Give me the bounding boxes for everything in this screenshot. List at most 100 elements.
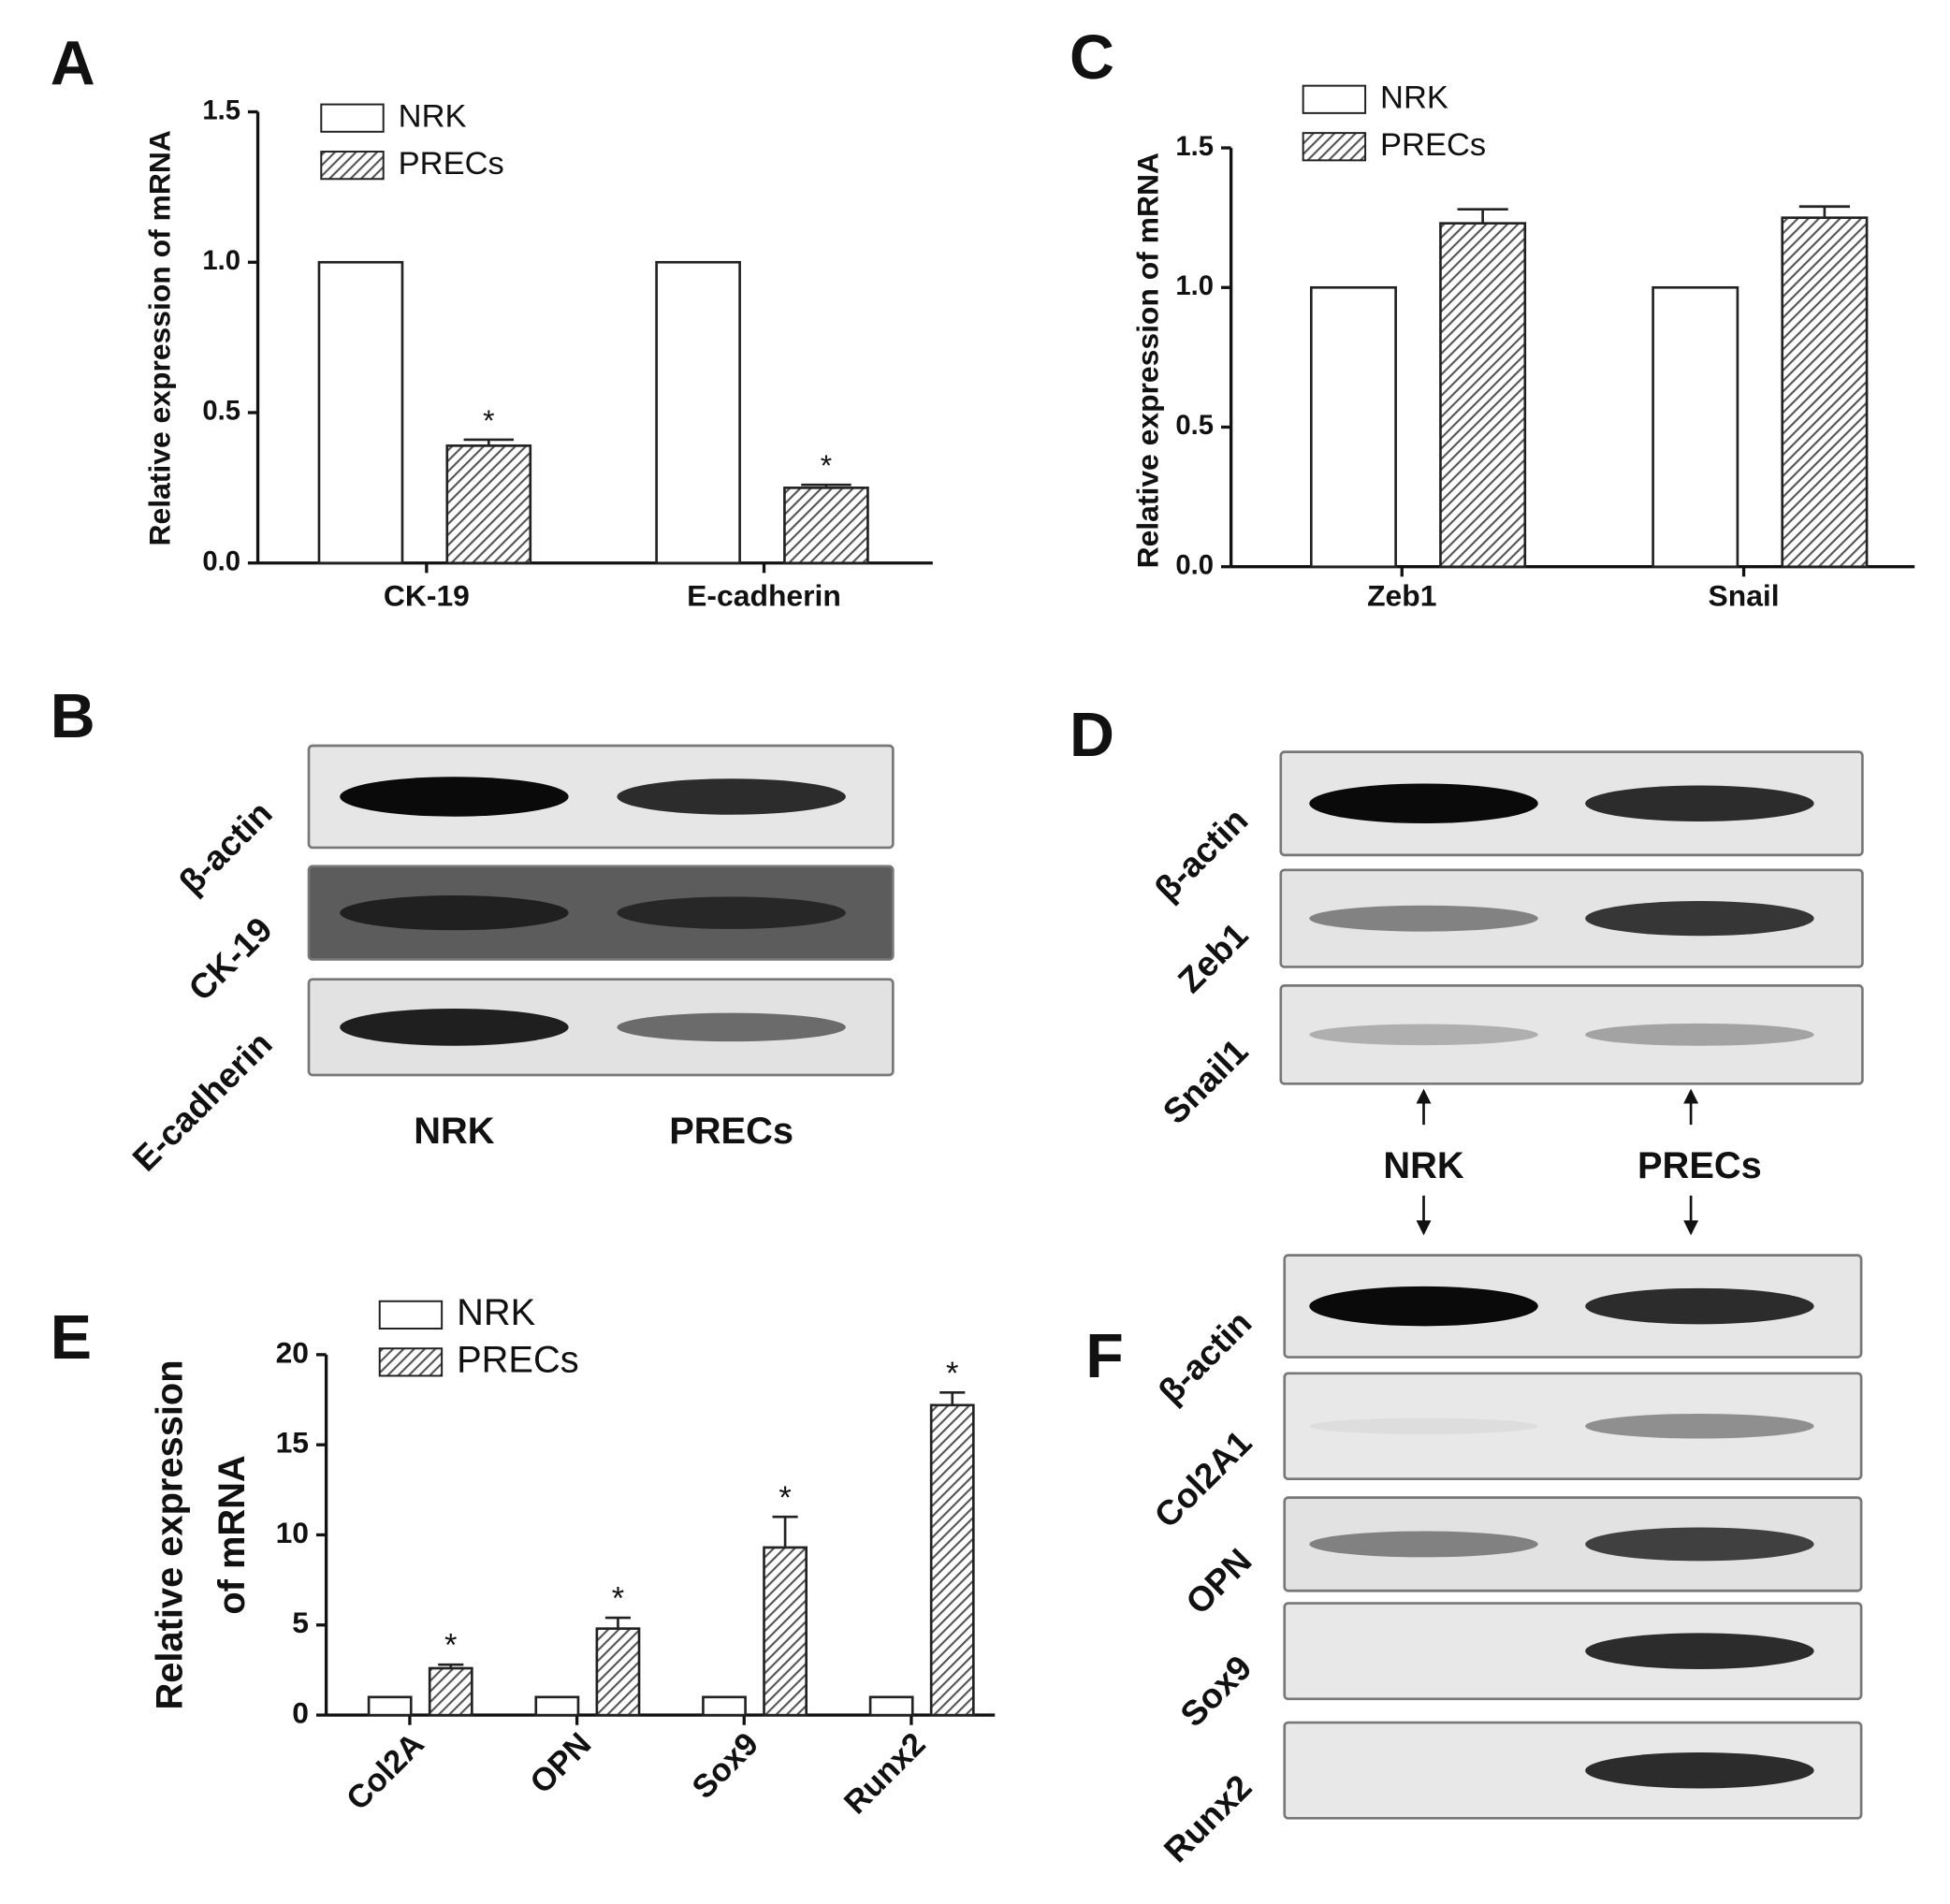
bar bbox=[1309, 285, 1397, 569]
legend-label: NRK bbox=[1380, 80, 1448, 115]
bar bbox=[702, 1695, 747, 1717]
blot-band bbox=[1309, 1531, 1538, 1558]
x-tick-label: Sox9 bbox=[686, 1726, 765, 1806]
legend-label: PRECs bbox=[1380, 127, 1486, 163]
bar bbox=[317, 260, 404, 565]
bar bbox=[428, 1666, 473, 1717]
lane-label: NRK bbox=[1383, 1145, 1464, 1186]
y-axis-label: Relative expression bbox=[149, 1359, 190, 1709]
blot-band bbox=[1585, 901, 1814, 937]
blot-row-label: Col2A1 bbox=[1146, 1422, 1259, 1534]
panel-label: B bbox=[51, 682, 95, 751]
legend-label: PRECs bbox=[457, 1339, 579, 1380]
y-tick-label: 0 bbox=[292, 1696, 309, 1730]
blot-row-label: β-actin bbox=[1151, 1302, 1259, 1411]
blot-strip bbox=[1283, 1721, 1863, 1820]
legend-swatch bbox=[378, 1347, 444, 1377]
blot-row-label: E-cadherin bbox=[124, 1024, 280, 1179]
significance-mark: * bbox=[444, 1628, 457, 1664]
x-tick-label: OPN bbox=[524, 1726, 599, 1801]
blot-row-label: Snail1 bbox=[1155, 1031, 1255, 1131]
blot-strip bbox=[1283, 1602, 1863, 1701]
legend-label: PRECs bbox=[399, 146, 504, 182]
blot-band bbox=[1585, 1023, 1814, 1046]
blot-strip bbox=[1279, 984, 1864, 1085]
y-tick-label: 5 bbox=[292, 1606, 309, 1639]
blot-row-label: CK-19 bbox=[181, 909, 280, 1009]
bar bbox=[367, 1695, 413, 1717]
y-axis-label: of mRNA bbox=[211, 1455, 253, 1614]
y-tick-label: 0.0 bbox=[1175, 550, 1214, 580]
blot-band bbox=[340, 895, 569, 931]
y-axis-label: Relative expression of mRNA bbox=[1131, 153, 1165, 568]
legend-swatch bbox=[1302, 132, 1367, 162]
blot-band bbox=[1585, 1413, 1814, 1439]
blot-band bbox=[617, 896, 846, 929]
blot-band bbox=[1585, 785, 1814, 822]
blot-row-label: Sox9 bbox=[1172, 1648, 1259, 1735]
blot-row-label: OPN bbox=[1178, 1541, 1259, 1622]
blot-strip bbox=[1283, 1372, 1863, 1481]
legend-label: NRK bbox=[457, 1292, 536, 1333]
bar bbox=[1652, 285, 1739, 569]
blot-strip bbox=[1279, 868, 1864, 968]
x-tick-label: CK-19 bbox=[384, 578, 470, 612]
y-tick-label: 1.5 bbox=[202, 95, 240, 125]
y-tick-label: 20 bbox=[276, 1335, 309, 1369]
bar bbox=[1781, 216, 1869, 569]
blot-band bbox=[1585, 1751, 1814, 1789]
significance-mark: * bbox=[821, 448, 832, 482]
panel-label: D bbox=[1070, 701, 1114, 770]
y-tick-label: 1.0 bbox=[1175, 271, 1214, 301]
blot-band bbox=[617, 778, 846, 815]
blot-band bbox=[1309, 905, 1538, 932]
y-axis-label: Relative expression of mRNA bbox=[143, 130, 177, 545]
y-tick-label: 0.0 bbox=[202, 546, 240, 576]
lane-label: PRECs bbox=[1637, 1145, 1762, 1186]
arrow-head bbox=[1416, 1220, 1432, 1236]
x-tick-label: Runx2 bbox=[837, 1726, 932, 1821]
blot-band bbox=[1309, 783, 1538, 824]
blot-strip bbox=[307, 865, 895, 961]
bar bbox=[868, 1695, 914, 1717]
legend-swatch bbox=[378, 1300, 444, 1330]
significance-mark: * bbox=[946, 1356, 958, 1391]
legend-swatch bbox=[1302, 84, 1367, 114]
blot-band bbox=[617, 1012, 846, 1042]
y-tick-label: 15 bbox=[276, 1426, 309, 1460]
lane-label: NRK bbox=[414, 1111, 495, 1152]
blot-row-label: Zeb1 bbox=[1170, 915, 1255, 1000]
blot-band bbox=[340, 777, 569, 817]
blot-row-label: β-actin bbox=[1147, 800, 1256, 908]
blot-band bbox=[1585, 1287, 1814, 1325]
y-tick-label: 0.5 bbox=[202, 397, 240, 427]
significance-mark: * bbox=[612, 1581, 624, 1617]
blot-band bbox=[1309, 1024, 1538, 1046]
arrow-head bbox=[1416, 1088, 1432, 1104]
blot-strip bbox=[1283, 1254, 1863, 1359]
bar bbox=[783, 487, 869, 565]
significance-mark: * bbox=[483, 403, 494, 437]
x-tick-label: Snail bbox=[1709, 578, 1780, 612]
bar bbox=[763, 1546, 808, 1717]
blot-band bbox=[1309, 1286, 1538, 1327]
legend-swatch bbox=[320, 151, 385, 181]
bar bbox=[595, 1627, 641, 1717]
blot-band bbox=[340, 1008, 569, 1046]
panel-label: E bbox=[51, 1303, 92, 1373]
bar bbox=[534, 1695, 580, 1717]
blot-strip bbox=[307, 744, 895, 850]
panel-label: A bbox=[51, 30, 95, 99]
y-tick-label: 0.5 bbox=[1175, 411, 1214, 441]
y-tick-label: 1.0 bbox=[202, 246, 240, 276]
y-tick-label: 1.5 bbox=[1175, 132, 1214, 162]
x-tick-label: E-cadherin bbox=[687, 578, 841, 612]
x-tick-label: Col2A bbox=[340, 1726, 430, 1817]
significance-mark: * bbox=[779, 1480, 791, 1516]
y-tick-label: 10 bbox=[276, 1516, 309, 1549]
blot-row-label: Runx2 bbox=[1156, 1766, 1259, 1869]
legend-label: NRK bbox=[399, 98, 467, 134]
blot-band bbox=[1309, 1417, 1538, 1434]
blot-band bbox=[1585, 1527, 1814, 1562]
